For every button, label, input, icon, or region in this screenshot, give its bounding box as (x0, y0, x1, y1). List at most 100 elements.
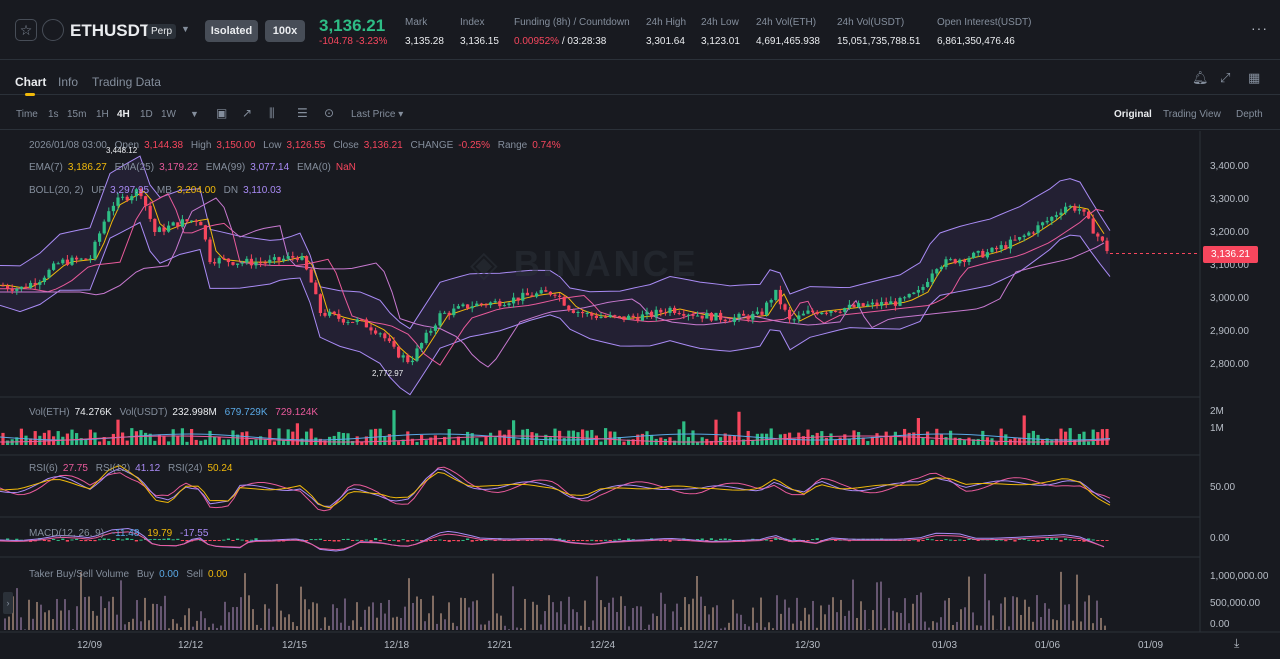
candle-body (645, 311, 649, 315)
macd-histogram-bar (231, 540, 235, 541)
macd-histogram-bar (93, 540, 97, 542)
macd-histogram-bar (415, 539, 419, 541)
view-trading-view[interactable]: Trading View (1163, 109, 1221, 120)
more-icon[interactable]: ··· (1251, 20, 1268, 36)
candle-body (1041, 222, 1045, 226)
volume-bar (539, 440, 543, 445)
macd-histogram-bar (530, 540, 534, 541)
candle-body (272, 257, 276, 260)
price-type-select[interactable]: Last Price ▾ (351, 109, 404, 120)
candle-body (498, 301, 502, 307)
candle-body (171, 222, 175, 226)
candle-body (1105, 240, 1109, 252)
candle-body (176, 222, 180, 227)
candle-body (884, 301, 888, 305)
price-axis-label: 3,000.00 (1210, 293, 1249, 304)
volume-bar (958, 437, 962, 445)
volume-bar (153, 440, 157, 445)
candle-body (144, 196, 148, 206)
ema0-value: NaN (335, 162, 356, 173)
volume-bar (443, 436, 447, 445)
macd-histogram-bar (387, 540, 391, 541)
volume-legend: Vol(ETH) 74.276K Vol(USDT) 232.998M 679.72… (29, 407, 323, 418)
candle-body (226, 258, 230, 263)
candle-body (820, 312, 824, 315)
fullscreen-icon[interactable]: ⤢ (1220, 70, 1231, 85)
settings-icon[interactable]: ☰ (297, 106, 308, 120)
scroll-to-latest-icon[interactable]: ⤓ (1234, 636, 1240, 650)
grid-layout-icon[interactable]: ▦ (1248, 70, 1261, 85)
candle-body (912, 292, 916, 294)
calendar-icon[interactable]: ▣ (216, 106, 228, 120)
candle-body (972, 252, 976, 259)
candle-body (880, 301, 884, 306)
candle-body (516, 297, 520, 301)
candle-body (153, 218, 157, 233)
interval-15m[interactable]: 15m (67, 109, 87, 120)
candle-body (42, 277, 46, 283)
boll-dn-value: 3,110.03 (243, 185, 282, 196)
interval-1w[interactable]: 1W (161, 109, 176, 120)
indicator-icon[interactable]: ↗ (242, 106, 253, 120)
margin-mode-button[interactable]: Isolated (205, 20, 258, 42)
interval-1d[interactable]: 1D (140, 109, 153, 120)
tab-trading-data[interactable]: Trading Data (92, 75, 161, 89)
candle-body (259, 262, 263, 264)
star-icon[interactable]: ☆ (15, 19, 37, 41)
candle-body (282, 258, 286, 261)
candle-body (1, 285, 5, 287)
collapse-panel-button[interactable]: › (3, 592, 13, 614)
interval-1h[interactable]: 1H (96, 109, 109, 120)
candle-body (875, 302, 879, 306)
macd-histogram-bar (765, 539, 769, 541)
candle-body (24, 286, 28, 288)
candle-body (341, 318, 345, 323)
volume-bar (875, 433, 879, 445)
candle-body (52, 263, 56, 270)
tab-info[interactable]: Info (58, 75, 79, 89)
candle-body (949, 259, 953, 261)
interval-4h[interactable]: 4H (117, 109, 130, 120)
volume-bar (75, 433, 79, 445)
candle-body (783, 304, 787, 310)
macd-histogram-bar (75, 538, 79, 540)
candle-body (286, 256, 290, 259)
candle-body (700, 315, 704, 319)
ohlc-high: 3,150.00 (216, 140, 256, 151)
x-axis-label: 12/12 (178, 640, 204, 651)
interval-dropdown-icon[interactable]: ▼ (190, 109, 199, 119)
candle-body (374, 330, 378, 334)
volume-bar (1096, 432, 1100, 445)
interval-1s[interactable]: 1s (48, 109, 59, 120)
rsi6-label: RSI(6) (29, 463, 58, 474)
ohlc-open: 3,144.38 (144, 140, 184, 151)
x-axis-label: 01/06 (1035, 640, 1061, 651)
bell-icon[interactable]: 🔔︎ (1192, 70, 1209, 85)
volume-bar (645, 431, 649, 445)
volume-bar (259, 436, 263, 445)
volume-bar (199, 440, 203, 445)
candle-body (111, 205, 115, 212)
candle-type-icon[interactable]: ⫼ (269, 106, 275, 120)
vol-ma1-value: 679.729K (224, 407, 268, 418)
macd-histogram-bar (346, 538, 350, 540)
tab-chart[interactable]: Chart (15, 75, 47, 89)
interval-time[interactable]: Time (16, 109, 38, 120)
macd-histogram-bar (291, 539, 295, 541)
stat-label: 24h High (646, 17, 687, 28)
leverage-button[interactable]: 100x (265, 20, 305, 42)
volume-bar (208, 430, 212, 445)
macd-histogram-bar (479, 540, 483, 541)
candle-body (622, 316, 626, 320)
volume-bar (447, 429, 451, 445)
view-depth[interactable]: Depth (1236, 109, 1263, 120)
chevron-down-icon[interactable]: ▼ (181, 24, 190, 34)
drawing-icon[interactable]: ⊙ (324, 106, 335, 120)
view-original[interactable]: Original (1114, 109, 1152, 120)
volume-bar (1022, 415, 1026, 445)
volume-bar (98, 441, 102, 445)
taker-axis-label: 0.00 (1210, 619, 1230, 630)
symbol-name[interactable]: ETHUSDT (70, 21, 151, 40)
macd-histogram-bar (180, 540, 184, 541)
